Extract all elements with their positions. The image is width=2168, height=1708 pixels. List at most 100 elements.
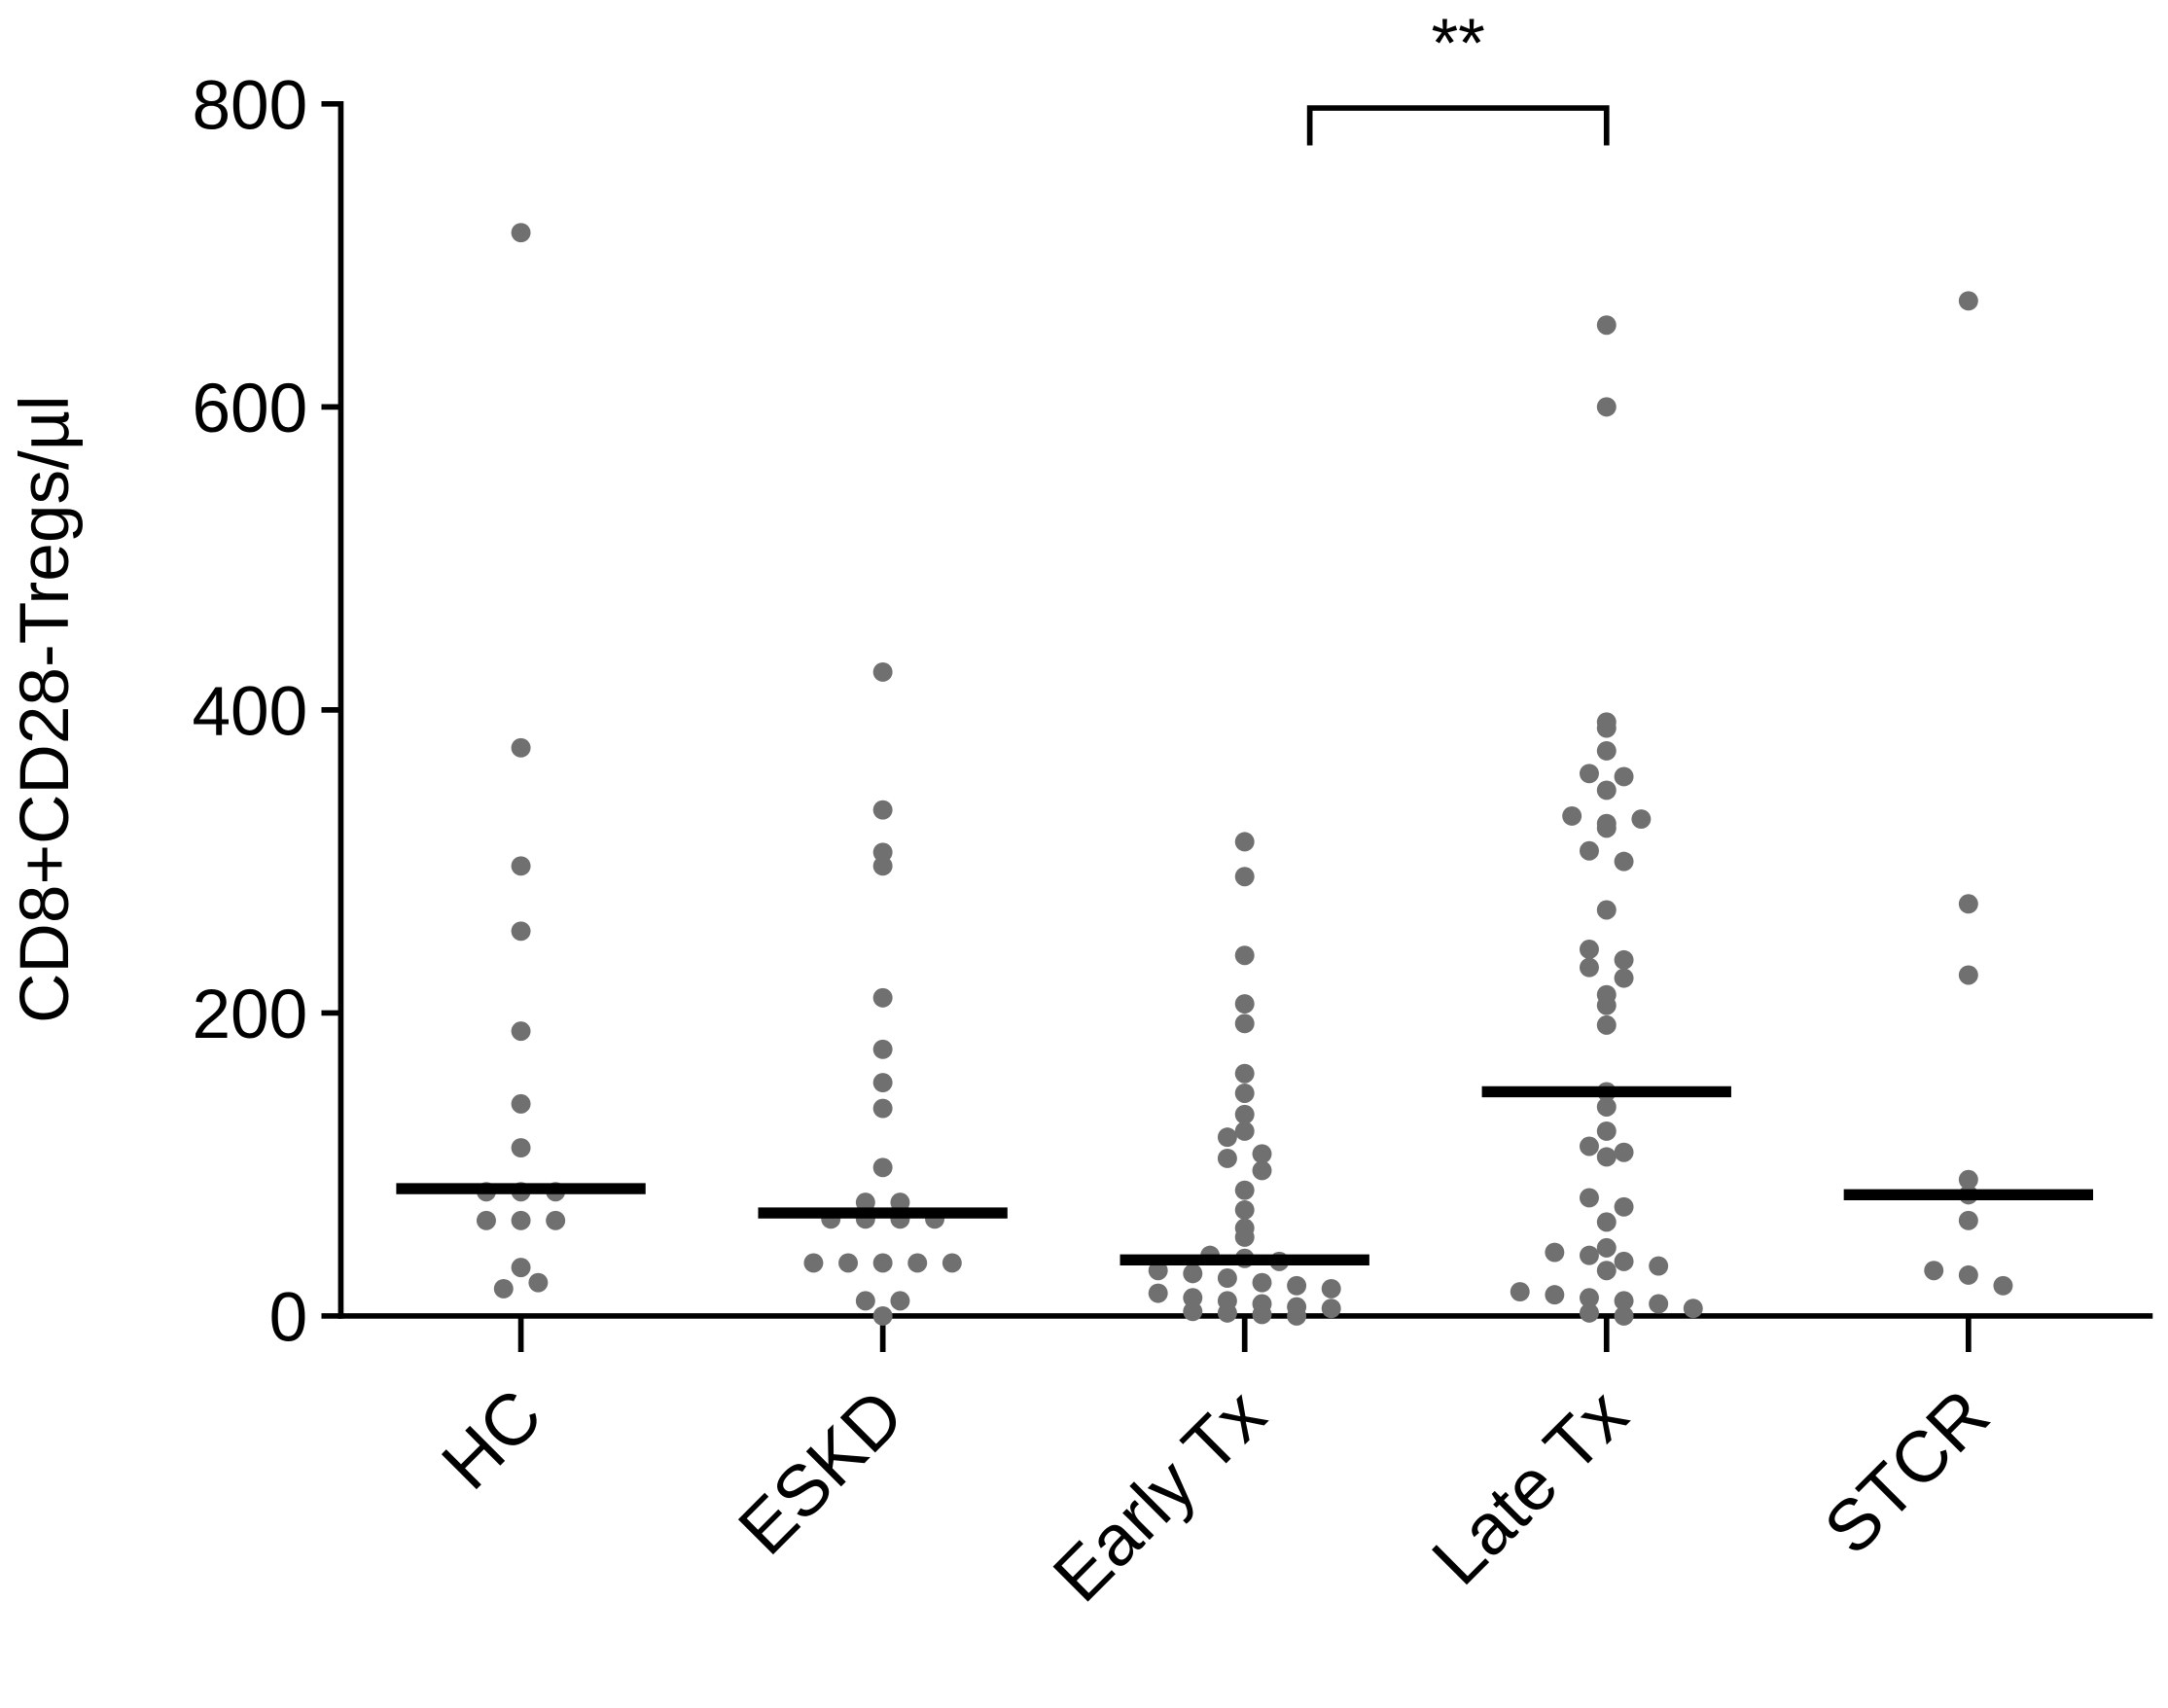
data-point — [1614, 1196, 1634, 1217]
data-point — [855, 1291, 875, 1311]
data-point — [511, 1093, 531, 1114]
data-point — [1234, 1063, 1255, 1084]
data-point — [1217, 1302, 1237, 1323]
data-point — [511, 223, 531, 243]
data-point — [1217, 1148, 1237, 1168]
data-point — [1596, 1121, 1617, 1141]
data-point — [1183, 1301, 1203, 1322]
data-point — [511, 1210, 531, 1230]
y-tick-label: 800 — [192, 67, 307, 144]
data-point — [1596, 740, 1617, 761]
data-point — [1596, 1147, 1617, 1167]
data-point — [1958, 1169, 1978, 1190]
data-point — [1562, 805, 1582, 826]
data-point — [872, 800, 893, 820]
data-point — [1596, 1212, 1617, 1232]
data-point — [1234, 945, 1255, 966]
data-point — [872, 1073, 893, 1093]
significance-label: ** — [1431, 5, 1484, 82]
data-point — [1234, 1121, 1255, 1141]
data-point — [511, 1021, 531, 1042]
data-point — [1579, 1288, 1599, 1308]
y-axis-label: CD8+CD28-Tregs/µl — [7, 395, 84, 1023]
data-point — [1287, 1275, 1307, 1296]
data-point — [1148, 1261, 1168, 1281]
data-point — [1596, 995, 1617, 1015]
data-point — [907, 1253, 928, 1273]
data-point — [872, 1157, 893, 1178]
data-point — [890, 1192, 910, 1213]
data-point — [1649, 1256, 1669, 1276]
y-tick-label: 400 — [192, 674, 307, 751]
data-point — [1148, 1283, 1168, 1303]
data-point — [528, 1272, 549, 1293]
data-point — [1321, 1299, 1341, 1319]
y-tick-label: 200 — [192, 977, 307, 1053]
data-point — [1183, 1263, 1203, 1284]
data-point — [1234, 1199, 1255, 1220]
data-point — [890, 1291, 910, 1311]
data-point — [1596, 1097, 1617, 1117]
data-point — [1614, 949, 1634, 970]
data-point — [1993, 1275, 2013, 1296]
data-point — [1614, 1251, 1634, 1271]
data-point — [1614, 968, 1634, 988]
data-point — [1234, 1180, 1255, 1200]
data-point — [1924, 1261, 1944, 1281]
data-point — [1596, 780, 1617, 801]
data-point — [1614, 851, 1634, 872]
data-point — [1545, 1242, 1565, 1263]
data-point — [1596, 397, 1617, 417]
data-point — [1252, 1304, 1272, 1325]
data-point — [1217, 1127, 1237, 1148]
data-point — [493, 1278, 514, 1299]
data-point — [942, 1253, 962, 1273]
data-point — [803, 1253, 824, 1273]
x-tick-label: ESKD — [723, 1373, 918, 1569]
data-point — [1217, 1268, 1237, 1288]
data-point — [1234, 832, 1255, 852]
data-point — [1234, 1104, 1255, 1124]
data-point — [1579, 957, 1599, 978]
data-point — [1579, 940, 1599, 959]
data-point — [1252, 1272, 1272, 1293]
data-point — [1579, 1136, 1599, 1156]
y-tick-label: 600 — [192, 371, 307, 447]
data-point — [1252, 1144, 1272, 1164]
data-point — [838, 1253, 859, 1273]
data-point — [872, 856, 893, 876]
y-tick-label: 0 — [269, 1280, 308, 1357]
data-point — [1287, 1305, 1307, 1326]
data-point — [1579, 840, 1599, 861]
data-point — [1321, 1278, 1341, 1299]
data-point — [511, 1138, 531, 1158]
data-point — [1614, 1142, 1634, 1162]
data-point — [1579, 1302, 1599, 1323]
data-point — [1252, 1160, 1272, 1181]
data-point — [1579, 764, 1599, 784]
data-point — [1614, 1305, 1634, 1326]
data-point — [872, 661, 893, 682]
data-point — [1958, 1264, 1978, 1285]
data-point — [1234, 1014, 1255, 1034]
x-tick-label: Late Tx — [1416, 1373, 1642, 1599]
data-point — [1596, 1237, 1617, 1258]
data-point — [1596, 718, 1617, 738]
data-point — [1234, 994, 1255, 1014]
data-point — [1596, 1261, 1617, 1281]
data-point — [1596, 900, 1617, 920]
data-point — [1596, 315, 1617, 336]
data-point — [1614, 1291, 1634, 1311]
data-point — [1234, 1227, 1255, 1247]
data-point — [511, 737, 531, 758]
x-tick-label: STCR — [1809, 1373, 2005, 1569]
data-point — [511, 921, 531, 942]
data-point — [872, 1098, 893, 1119]
data-point — [1958, 1210, 1978, 1230]
data-point — [872, 1253, 893, 1273]
data-point — [1958, 291, 1978, 311]
data-point — [511, 1258, 531, 1278]
data-point — [855, 1192, 875, 1213]
